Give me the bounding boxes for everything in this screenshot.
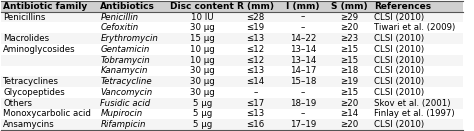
Text: Penicillins: Penicillins — [3, 13, 46, 22]
Text: R (mm): R (mm) — [237, 2, 274, 11]
Text: CLSI (2010): CLSI (2010) — [374, 56, 424, 65]
Text: Macrolides: Macrolides — [3, 34, 49, 43]
Bar — [0, 23, 463, 33]
Text: 14–22: 14–22 — [290, 34, 316, 43]
Text: ≤14: ≤14 — [246, 77, 264, 86]
Text: ≤17: ≤17 — [246, 99, 264, 108]
Text: 30 μg: 30 μg — [190, 77, 215, 86]
Text: ≤19: ≤19 — [246, 23, 264, 32]
Text: 14–17: 14–17 — [290, 66, 316, 75]
Text: Aminoglycosides: Aminoglycosides — [3, 45, 76, 54]
Text: 10 IU: 10 IU — [191, 13, 213, 22]
Text: I (mm): I (mm) — [286, 2, 319, 11]
Bar — [0, 55, 463, 66]
Text: 30 μg: 30 μg — [190, 66, 215, 75]
Text: ≥20: ≥20 — [340, 99, 358, 108]
Text: 5 μg: 5 μg — [192, 99, 212, 108]
Bar — [0, 98, 463, 108]
Text: 30 μg: 30 μg — [190, 23, 215, 32]
Text: ≥20: ≥20 — [340, 23, 358, 32]
Text: CLSI (2010): CLSI (2010) — [374, 77, 424, 86]
Bar — [0, 44, 463, 55]
Text: ≥19: ≥19 — [340, 77, 358, 86]
Text: ≤12: ≤12 — [246, 56, 264, 65]
Text: ≥15: ≥15 — [340, 45, 358, 54]
Text: 13–14: 13–14 — [290, 56, 316, 65]
Text: References: References — [374, 2, 431, 11]
Text: ≥18: ≥18 — [340, 66, 358, 75]
Text: Tiwari et al. (2009): Tiwari et al. (2009) — [374, 23, 455, 32]
Text: –: – — [301, 88, 305, 97]
Text: Mupirocin: Mupirocin — [100, 109, 143, 118]
Text: S (mm): S (mm) — [330, 2, 367, 11]
Text: Antibiotic family: Antibiotic family — [3, 2, 87, 11]
Text: Monoxycarbolic acid: Monoxycarbolic acid — [3, 109, 91, 118]
Text: CLSI (2010): CLSI (2010) — [374, 66, 424, 75]
Text: CLSI (2010): CLSI (2010) — [374, 88, 424, 97]
Text: 10 μg: 10 μg — [190, 45, 215, 54]
Text: ≥14: ≥14 — [340, 109, 358, 118]
Text: 17–19: 17–19 — [290, 120, 316, 129]
Text: CLSI (2010): CLSI (2010) — [374, 120, 424, 129]
Text: Ansamycins: Ansamycins — [3, 120, 55, 129]
Text: Fusidic acid: Fusidic acid — [100, 99, 151, 108]
Text: CLSI (2010): CLSI (2010) — [374, 45, 424, 54]
Bar — [0, 1, 463, 12]
Text: Others: Others — [3, 99, 32, 108]
Text: –: – — [301, 109, 305, 118]
Bar — [0, 12, 463, 23]
Text: –: – — [301, 23, 305, 32]
Text: Gentamicin: Gentamicin — [100, 45, 150, 54]
Text: Antibiotics: Antibiotics — [100, 2, 155, 11]
Text: Erythromycin: Erythromycin — [100, 34, 158, 43]
Text: Penicillin: Penicillin — [100, 13, 138, 22]
Text: Kanamycin: Kanamycin — [100, 66, 148, 75]
Text: ≤12: ≤12 — [246, 45, 264, 54]
Text: CLSI (2010): CLSI (2010) — [374, 34, 424, 43]
Text: ≥29: ≥29 — [340, 13, 358, 22]
Bar — [0, 108, 463, 119]
Bar — [0, 33, 463, 44]
Text: Glycopeptides: Glycopeptides — [3, 88, 65, 97]
Text: 15–18: 15–18 — [290, 77, 316, 86]
Text: ≤13: ≤13 — [246, 34, 264, 43]
Text: Tetracycline: Tetracycline — [100, 77, 152, 86]
Text: ≤13: ≤13 — [246, 66, 264, 75]
Bar — [0, 66, 463, 76]
Text: 5 μg: 5 μg — [192, 120, 212, 129]
Text: ≥15: ≥15 — [340, 88, 358, 97]
Text: –: – — [301, 13, 305, 22]
Text: Skov et al. (2001): Skov et al. (2001) — [374, 99, 450, 108]
Text: ≥15: ≥15 — [340, 56, 358, 65]
Text: 15 μg: 15 μg — [190, 34, 215, 43]
Text: Finlay et al. (1997): Finlay et al. (1997) — [374, 109, 455, 118]
Bar — [0, 76, 463, 87]
Text: Rifampicin: Rifampicin — [100, 120, 146, 129]
Bar — [0, 119, 463, 130]
Text: CLSI (2010): CLSI (2010) — [374, 13, 424, 22]
Text: ≥23: ≥23 — [340, 34, 358, 43]
Text: ≥20: ≥20 — [340, 120, 358, 129]
Text: Cefoxitin: Cefoxitin — [100, 23, 139, 32]
Text: 30 μg: 30 μg — [190, 88, 215, 97]
Text: Tobramycin: Tobramycin — [100, 56, 150, 65]
Text: 18–19: 18–19 — [290, 99, 316, 108]
Text: 13–14: 13–14 — [290, 45, 316, 54]
Text: ≤16: ≤16 — [246, 120, 264, 129]
Text: Disc content: Disc content — [170, 2, 234, 11]
Text: Tetracyclines: Tetracyclines — [3, 77, 59, 86]
Text: Vancomycin: Vancomycin — [100, 88, 153, 97]
Text: ≤13: ≤13 — [246, 109, 264, 118]
Text: 5 μg: 5 μg — [192, 109, 212, 118]
Text: ≤28: ≤28 — [246, 13, 264, 22]
Text: 10 μg: 10 μg — [190, 56, 215, 65]
Text: –: – — [254, 88, 258, 97]
Bar — [0, 87, 463, 98]
